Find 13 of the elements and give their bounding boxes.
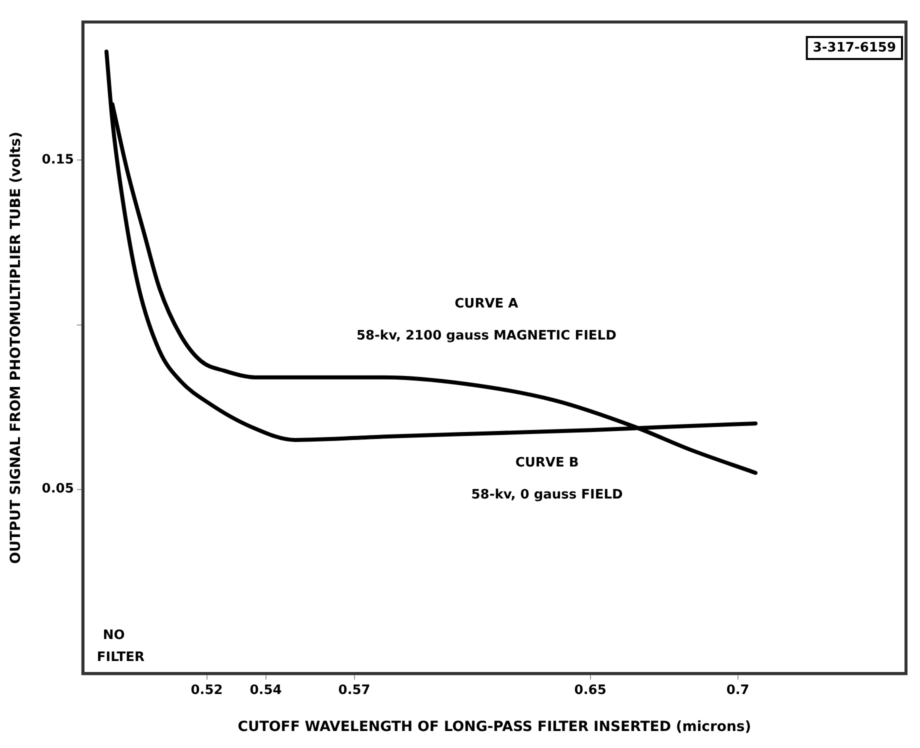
x-tick-label: 0.7	[726, 682, 750, 698]
text: CURVE B 58-kv, 0 gauss FIELD	[471, 456, 623, 503]
annotation: NO FILTER	[96, 628, 144, 665]
text: CURVE A 58-kv, 2100 gauss MAGNETIC FIELD	[356, 296, 616, 344]
y-tick-label: 0.05	[42, 482, 74, 497]
x-tick-label: 0.54	[250, 682, 282, 698]
annotation: 3-317-6159	[812, 40, 896, 56]
x-axis-title: CUTOFF WAVELENGTH OF LONG-PASS FILTER INSERTED (microns)	[238, 719, 752, 736]
x-tick-label: 0.52	[190, 682, 223, 698]
y-axis-title: OUTPUT SIGNAL FROM PHOTOMULTIPLIER TUBE (volts)	[8, 132, 24, 564]
y-tick-label: 0.15	[42, 152, 74, 168]
x-tick-label: 0.57	[338, 682, 370, 698]
x-tick-label: 0.65	[574, 682, 606, 698]
